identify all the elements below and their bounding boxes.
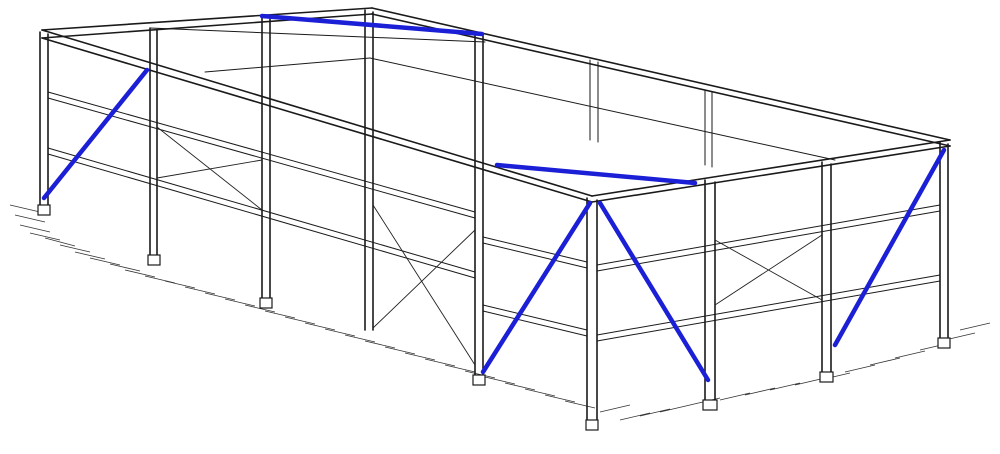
columns [39,9,949,421]
wall-girts [47,91,941,342]
blue-braces [41,13,947,383]
footings [37,204,951,431]
roof-frame [41,7,951,203]
x-bracing [156,126,823,366]
ground-hatching [9,204,991,421]
